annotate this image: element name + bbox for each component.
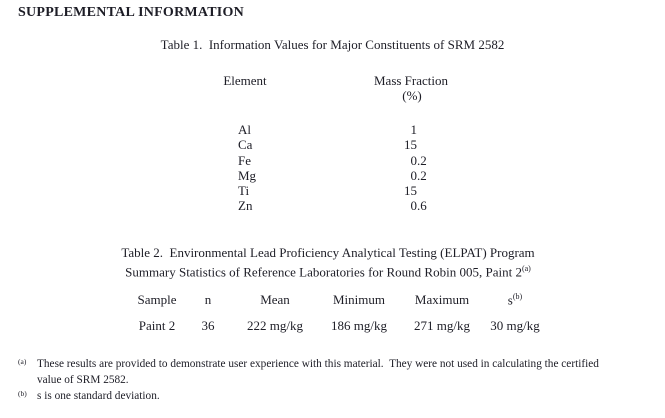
table2-cell-sample: Paint 2	[138, 318, 176, 333]
table1-row-value: 15	[404, 183, 417, 198]
table1-row-value: 1	[410, 122, 418, 137]
table1-row-value: 0	[410, 152, 418, 168]
table1-row-element: Al	[238, 122, 251, 137]
table2-header-minimum: Minimum	[332, 292, 386, 307]
table1-row-value: 0	[410, 198, 418, 213]
table2-header-n: n	[204, 292, 212, 307]
footnote-a-line2: value of SRM 2582.	[37, 373, 129, 386]
table1-row-element: Zn	[238, 198, 253, 213]
table2-caption-footnote-ref: (a)	[521, 263, 531, 273]
table2-cell-s: 30 mg/kg	[490, 318, 540, 333]
table2-caption: Table 2. Environmental Lead Proficiency …	[0, 245, 656, 279]
table1-header-mass-fraction: Mass Fraction	[373, 73, 449, 88]
table2-cell-mean: 222 mg/kg	[247, 318, 303, 333]
table1-row-value-dec: .2	[417, 152, 427, 168]
table1-header-element: Element	[223, 73, 267, 88]
page-heading: SUPPLEMENTAL INFORMATION	[18, 5, 244, 20]
table1-row-value-dec: .6	[417, 198, 427, 213]
table2-cell-maximum: 271 mg/kg	[414, 318, 470, 333]
table1-row-element: Ca	[238, 137, 253, 152]
table2-header-s-label: s	[507, 292, 513, 308]
table1-row-value: 15	[404, 137, 417, 152]
table1-row-element: Ti	[238, 183, 250, 198]
table2-header-sample: Sample	[137, 292, 177, 307]
table1-row-element: Fe	[238, 152, 251, 168]
footnote-b-line1: s is one standard deviation.	[37, 389, 160, 402]
footnote-b-marker: (b)	[18, 388, 27, 398]
table2-header-mean: Mean	[260, 292, 290, 307]
table1-row-value-dec: .2	[417, 167, 427, 183]
table2-caption-line1: Table 2. Environmental Lead Proficiency …	[121, 245, 535, 260]
table2-header-s: s(b)	[507, 292, 523, 308]
table2-cell-minimum: 186 mg/kg	[331, 318, 387, 333]
table2-header-maximum: Maximum	[414, 292, 470, 307]
table1-row-element: Mg	[238, 167, 257, 183]
table1-caption: Table 1. Information Values for Major Co…	[160, 37, 505, 52]
table2-caption-line2: Summary Statistics of Reference Laborato…	[125, 263, 522, 279]
footnote-a-marker: (a)	[18, 357, 27, 366]
footnote-a-line1: These results are provided to demonstrat…	[37, 358, 599, 370]
table1-row-value: 0	[410, 167, 418, 183]
table2-cell-n: 36	[201, 318, 215, 333]
table1-header-unit: (%)	[402, 88, 422, 103]
table2-header-s-footnote-ref: (b)	[512, 292, 523, 301]
